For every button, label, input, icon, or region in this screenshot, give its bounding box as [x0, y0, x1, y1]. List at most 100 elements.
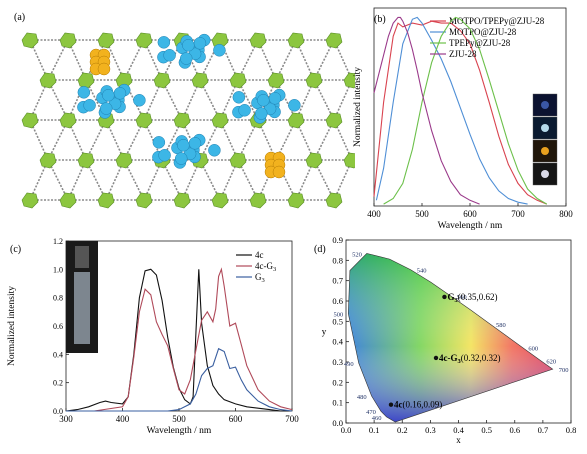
metal-node: [115, 72, 133, 89]
x-axis-label: x: [456, 435, 461, 445]
metal-node: [287, 112, 305, 129]
cyan-atom: [77, 86, 91, 99]
metal-node: [135, 112, 153, 129]
point-label: 4c-G3(0.32,0.32): [439, 353, 501, 365]
y-tick-label: 0.1: [332, 398, 343, 408]
wavelength-label: 460: [372, 415, 382, 422]
metal-node: [39, 152, 57, 169]
point-value: (0.35,0.62): [458, 292, 498, 302]
metal-node: [287, 192, 305, 209]
panel-a-structure: (a): [0, 0, 361, 215]
x-tick-label: 800: [559, 209, 573, 219]
cyan-guest-molecule: [152, 133, 221, 169]
legend-subscript: 3: [262, 277, 265, 284]
metal-node: [305, 152, 323, 169]
cyan-atom: [254, 107, 268, 120]
x-tick-label: 0.3: [425, 425, 436, 435]
panel-c-label: (c): [10, 244, 21, 255]
cyan-atom: [113, 87, 127, 100]
panel-b-chart: (b) 400 500 600 700 800 Wavelength / nm Normal…: [340, 0, 587, 232]
wavelength-label: 700: [559, 367, 569, 374]
metal-node: [173, 112, 191, 129]
cyan-atom: [174, 152, 188, 165]
series-line: [66, 267, 293, 412]
x-tick-label: 400: [116, 414, 130, 424]
y-tick-label: 0.0: [332, 418, 343, 428]
x-tick-label: 400: [367, 209, 381, 219]
point-value: (0.32,0.32): [461, 353, 501, 363]
panel-c-chart: (c) 300 400 500 600 700 0.0 0.2 0.4 0.6 0.8 1.0 1.2…: [0, 232, 300, 449]
chromaticity-point: [433, 355, 439, 361]
y-tick-label: 0.2: [53, 379, 63, 388]
panel-d-label: (d): [314, 244, 326, 255]
metal-node: [325, 192, 343, 209]
cyan-atom: [158, 149, 171, 162]
point-label: 4c(0.16,0.09): [394, 400, 442, 410]
x-tick-label: 700: [285, 414, 299, 424]
cyan-atom: [188, 137, 202, 150]
cie-gamut-overlay: [347, 253, 554, 423]
x-tick-label: 0.2: [397, 425, 408, 435]
x-tick-label: 0.1: [369, 425, 380, 435]
cyan-atom: [208, 144, 221, 157]
wavelength-label: 540: [417, 268, 427, 275]
wavelength-label: 490: [344, 361, 354, 368]
wavelength-label: 470: [366, 409, 376, 416]
metal-node: [249, 192, 267, 209]
y-tick-label: 0.9: [332, 235, 343, 245]
cyan-atom: [99, 102, 113, 115]
y-tick-label: 0.6: [53, 322, 63, 331]
legend-label: G3: [255, 272, 265, 284]
cyan-atom: [133, 94, 146, 107]
cyan-guest-molecule: [77, 83, 146, 119]
metal-node: [97, 192, 115, 209]
metal-node: [229, 152, 247, 169]
metal-node: [97, 32, 115, 49]
cie-chromaticity-diagram: (d) 0.0 0.1 0.2 0.3 0.4 0.5 0.6 0.7 0.8 0.0 0.1 0.2…: [314, 235, 577, 445]
metal-node: [325, 32, 343, 49]
cyan-atom: [288, 99, 301, 112]
x-tick-label: 0.5: [481, 425, 492, 435]
mof-structure-illustration: (a): [14, 12, 361, 209]
legend-label: 4c-G3: [255, 261, 276, 273]
legend-label: MOTPO@ZJU-28: [449, 27, 517, 37]
metal-node: [325, 112, 343, 129]
point-value: (0.16,0.09): [403, 400, 443, 410]
point-name: 4c-G: [439, 353, 458, 363]
series-line: [373, 20, 548, 205]
y-tick-label: 0.8: [332, 255, 343, 265]
series-line: [383, 16, 548, 205]
x-tick-label: 700: [511, 209, 525, 219]
emission-spectra-chart-b: (b) 400 500 600 700 800 Wavelength / nm Normal…: [353, 7, 573, 231]
x-tick-label: 0.8: [566, 425, 577, 435]
y-tick-label: 0.4: [53, 350, 63, 359]
legend-subscript: 3: [273, 266, 276, 273]
metal-node: [191, 72, 209, 89]
sample-glow: [541, 170, 549, 178]
y-tick-label: 0.7: [332, 276, 343, 286]
metal-node: [229, 72, 247, 89]
metal-node: [21, 192, 39, 209]
legend-label: ZJU-28: [449, 49, 477, 59]
y-tick-label: 0.2: [332, 377, 343, 387]
yellow-atom: [97, 62, 111, 76]
point-name: 4c: [394, 400, 403, 410]
metal-node: [59, 192, 77, 209]
metal-node: [211, 32, 229, 49]
x-tick-label: 300: [59, 414, 73, 424]
cyan-atom: [177, 139, 190, 152]
legend-label: 4c: [255, 250, 264, 260]
cyan-atom: [182, 39, 195, 52]
metal-node: [21, 32, 39, 49]
metal-node: [77, 72, 95, 89]
sample-glow: [541, 101, 549, 109]
cyan-atom: [257, 94, 270, 107]
metal-node: [267, 72, 285, 89]
sample-glow: [541, 124, 549, 132]
series-line: [373, 16, 480, 205]
chromaticity-point: [388, 402, 394, 407]
x-tick-label: 0.7: [538, 425, 549, 435]
x-tick-label: 500: [415, 209, 429, 219]
x-tick-label: 500: [172, 414, 186, 424]
cyan-atom: [213, 44, 226, 57]
